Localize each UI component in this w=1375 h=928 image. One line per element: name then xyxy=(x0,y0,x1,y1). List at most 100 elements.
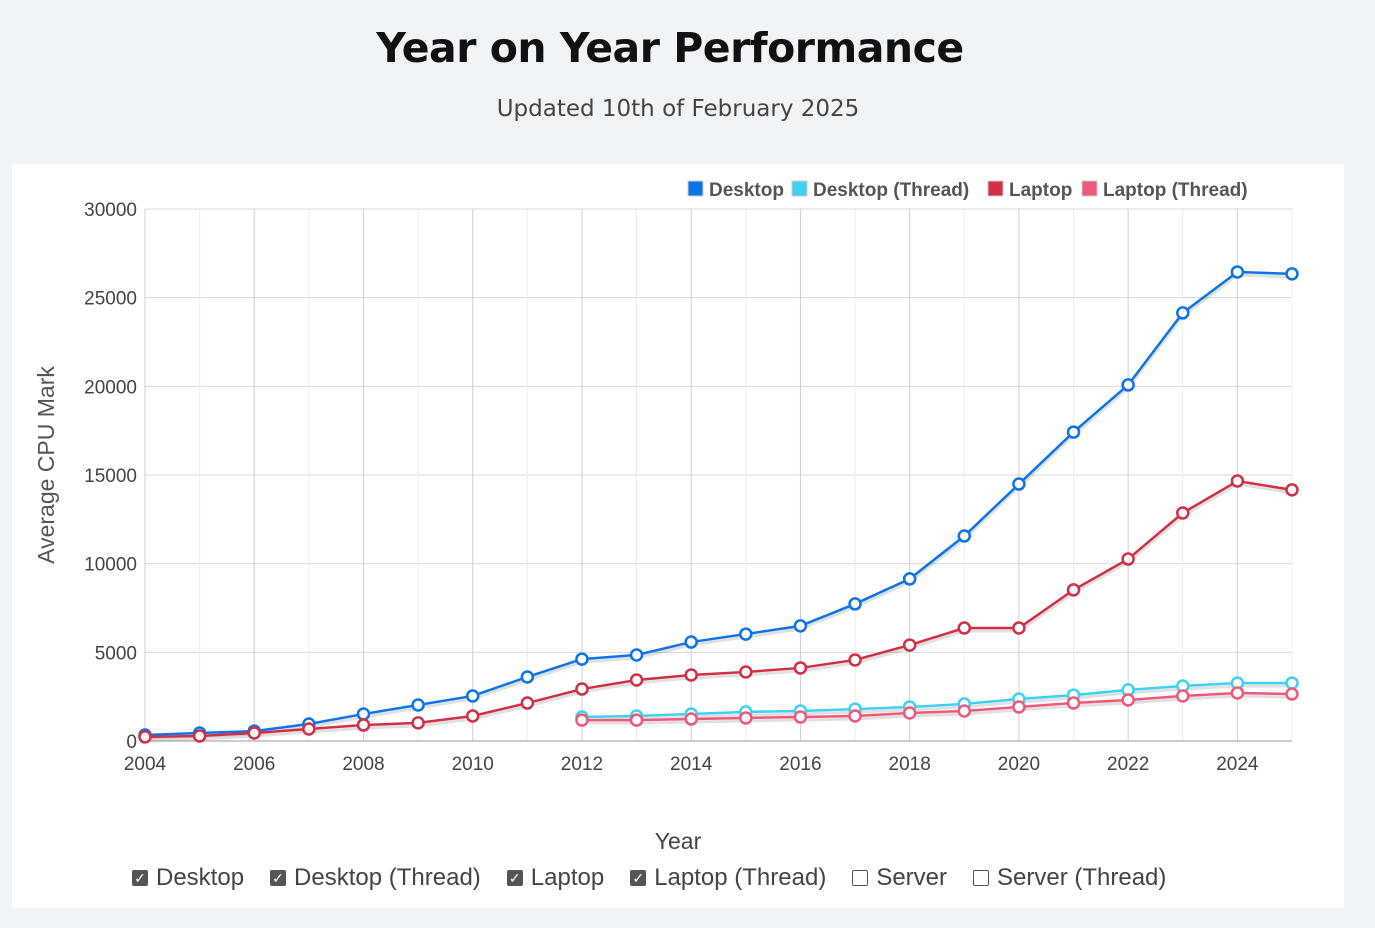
data-point xyxy=(848,597,862,611)
y-tick-label: 30000 xyxy=(84,200,137,221)
data-point xyxy=(848,709,862,723)
data-point xyxy=(1012,477,1026,491)
x-tick-label: 2014 xyxy=(670,754,713,775)
y-tick-label: 5000 xyxy=(95,643,137,664)
legend-swatch xyxy=(1081,180,1098,197)
legend-item: Laptop xyxy=(1009,180,1072,201)
series-line-laptop-thread- xyxy=(581,691,1293,722)
data-point xyxy=(629,713,644,727)
data-point xyxy=(1230,474,1245,488)
y-tick-label: 0 xyxy=(126,732,137,753)
data-point xyxy=(465,709,480,723)
checkbox[interactable]: ✓ xyxy=(506,870,523,886)
data-point xyxy=(1176,689,1190,703)
data-point xyxy=(902,706,917,720)
data-point xyxy=(684,635,698,649)
toggle-label: Laptop (Thread) xyxy=(654,864,827,891)
series-shadow xyxy=(581,684,1292,722)
data-point xyxy=(520,696,535,710)
page-subtitle: Updated 10th of February 2025 xyxy=(496,96,860,122)
toggle-label: Desktop xyxy=(156,864,245,891)
data-point xyxy=(684,712,698,726)
x-tick-label: 2020 xyxy=(998,754,1040,775)
data-point xyxy=(629,673,644,687)
data-point xyxy=(739,711,753,725)
data-point xyxy=(411,716,425,730)
data-point xyxy=(1066,696,1081,710)
data-point xyxy=(302,722,316,736)
legend-item: Laptop (Thread) xyxy=(1103,180,1248,201)
toggle-server[interactable]: Server xyxy=(852,864,947,892)
toggle-desktop-thread-[interactable]: ✓ Desktop (Thread) xyxy=(270,864,481,892)
data-point xyxy=(520,670,535,684)
series-shadow xyxy=(144,273,1293,740)
data-point xyxy=(575,713,589,727)
data-point xyxy=(793,661,808,675)
data-point xyxy=(1285,676,1299,690)
checkbox[interactable]: ✓ xyxy=(132,870,148,886)
data-point xyxy=(1285,483,1299,497)
series-shadow xyxy=(144,482,1293,742)
x-tick-label: 2008 xyxy=(342,754,384,775)
data-point xyxy=(957,704,972,718)
data-point xyxy=(1012,621,1026,635)
x-tick-label: 2006 xyxy=(233,754,275,775)
data-point xyxy=(1066,583,1081,597)
data-point xyxy=(465,689,480,703)
checkbox[interactable]: ✓ xyxy=(270,870,287,886)
data-point xyxy=(793,619,808,633)
data-point xyxy=(356,707,371,721)
x-tick-label: 2004 xyxy=(124,754,167,775)
data-point xyxy=(1176,306,1190,320)
data-point xyxy=(739,665,753,679)
series-toggles: ✓ Desktop ✓ Desktop (Thread) ✓ Laptop ✓ Laptop … xyxy=(132,864,1166,892)
x-tick-label: 2012 xyxy=(561,754,603,775)
data-point xyxy=(902,638,917,652)
y-axis-label: Average CPU Mark xyxy=(33,366,59,564)
series-line-desktop xyxy=(144,270,1293,737)
toggle-desktop[interactable]: ✓ Desktop xyxy=(132,864,244,892)
toggle-label: Desktop (Thread) xyxy=(294,864,481,891)
data-point xyxy=(1066,425,1081,439)
toggle-laptop-thread-[interactable]: ✓ Laptop (Thread) xyxy=(630,864,826,892)
y-tick-label: 20000 xyxy=(84,377,137,398)
data-point xyxy=(957,529,972,543)
x-tick-label: 2010 xyxy=(452,754,494,775)
x-axis-label: Year xyxy=(655,828,702,854)
legend-item: Desktop (Thread) xyxy=(813,180,969,201)
series-line-desktop-thread- xyxy=(581,681,1292,719)
data-point xyxy=(684,668,698,682)
data-point xyxy=(629,648,644,662)
page-title: Year on Year Performance xyxy=(376,24,964,72)
y-tick-label: 15000 xyxy=(84,466,137,487)
data-point xyxy=(1285,267,1299,281)
toggle-label: Server xyxy=(876,864,947,891)
y-tick-label: 10000 xyxy=(84,555,137,576)
series-shadow xyxy=(581,694,1293,725)
chart-card xyxy=(12,164,1344,908)
data-point xyxy=(356,718,371,732)
data-point xyxy=(957,621,972,635)
data-point xyxy=(138,730,152,744)
data-point xyxy=(247,726,261,740)
data-point xyxy=(411,698,425,712)
data-point xyxy=(575,652,589,666)
data-point xyxy=(575,682,589,696)
data-point xyxy=(1176,506,1190,520)
data-point xyxy=(739,627,753,641)
x-tick-label: 2018 xyxy=(889,754,931,775)
data-point xyxy=(793,710,808,724)
checkbox[interactable] xyxy=(852,870,869,886)
legend-swatch xyxy=(687,180,704,197)
x-tick-label: 2022 xyxy=(1107,754,1149,775)
toggle-server-thread-[interactable]: Server (Thread) xyxy=(973,864,1166,892)
checkbox[interactable]: ✓ xyxy=(630,870,647,886)
legend-swatch xyxy=(987,180,1004,197)
data-point xyxy=(1012,700,1026,714)
data-point xyxy=(902,572,917,586)
data-point xyxy=(1230,265,1245,279)
toggle-laptop[interactable]: ✓ Laptop xyxy=(506,864,604,892)
x-tick-label: 2016 xyxy=(779,754,821,775)
checkbox[interactable] xyxy=(973,870,989,886)
